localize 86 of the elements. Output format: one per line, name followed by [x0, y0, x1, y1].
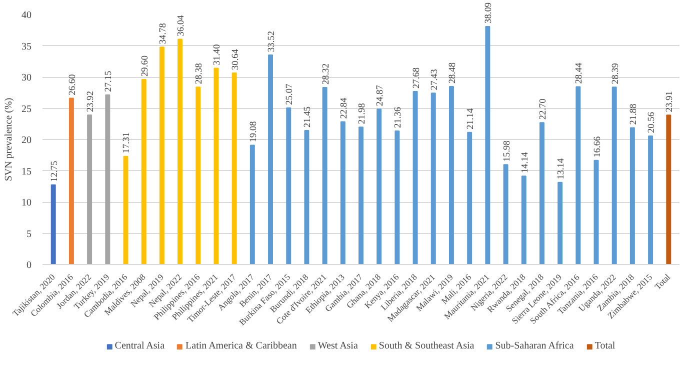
legend-label: Total — [594, 340, 616, 352]
legend-label: West Asia — [318, 340, 358, 352]
y-tick-label: 25 — [22, 104, 32, 115]
data-label: 33.52 — [267, 30, 278, 52]
bar — [68, 98, 74, 264]
bar — [467, 132, 472, 264]
data-label: 12.75 — [50, 160, 60, 182]
data-label: 27.68 — [412, 67, 422, 88]
data-label: 21.98 — [358, 102, 368, 124]
data-label: 16.66 — [592, 136, 603, 158]
data-label: 22.84 — [339, 97, 350, 119]
data-label: 28.48 — [448, 62, 458, 84]
bar — [50, 184, 56, 264]
data-label: 21.88 — [628, 103, 639, 125]
data-label: 21.36 — [394, 106, 404, 128]
legend-label: Latin America & Caribbean — [186, 340, 297, 352]
bar — [159, 46, 164, 264]
bar — [430, 92, 436, 264]
bar — [178, 38, 183, 264]
data-label: 36.04 — [176, 14, 187, 36]
data-label: 27.43 — [430, 68, 440, 90]
bar — [340, 121, 346, 264]
bar — [286, 107, 292, 264]
bar — [105, 94, 110, 264]
legend-label: Sub-Saharan Africa — [495, 340, 574, 352]
y-tick-label: 40 — [22, 10, 32, 21]
bar — [521, 176, 526, 264]
bar — [485, 26, 490, 264]
bar — [250, 144, 255, 264]
y-axis-title: SVN prevalence (%) — [4, 98, 14, 182]
bar — [630, 127, 635, 264]
bar — [141, 79, 146, 264]
y-tick-label: 15 — [22, 166, 32, 178]
data-label: 23.91 — [665, 90, 676, 112]
data-label: 38.09 — [484, 2, 494, 24]
data-label: 28.38 — [194, 62, 205, 84]
data-label: 13.14 — [556, 158, 567, 180]
y-tick-label: 5 — [26, 228, 32, 240]
bar — [594, 160, 599, 264]
data-label: 19.08 — [248, 120, 259, 142]
bar — [612, 86, 617, 264]
y-tick-label: 20 — [22, 135, 32, 146]
data-label: 17.31 — [122, 132, 132, 154]
data-label: 20.56 — [647, 112, 658, 133]
bar — [268, 54, 274, 264]
data-label: 28.39 — [610, 62, 621, 84]
data-label: 26.60 — [68, 74, 78, 96]
legend-label: South & Southeast Asia — [378, 340, 474, 352]
bar — [358, 126, 364, 264]
bar — [214, 68, 219, 264]
data-label: 27.15 — [104, 70, 114, 92]
data-label: 22.70 — [538, 98, 548, 120]
bar — [448, 86, 454, 264]
bar — [232, 72, 237, 264]
data-label: 15.98 — [502, 140, 512, 162]
y-tick-label: 35 — [22, 41, 32, 52]
data-label: 31.40 — [212, 44, 223, 66]
bar — [576, 86, 581, 264]
bar — [196, 86, 201, 264]
bar — [412, 91, 418, 264]
bar — [394, 130, 400, 264]
bar — [539, 122, 544, 264]
y-tick-label: 10 — [22, 198, 32, 208]
data-label: 24.87 — [376, 84, 386, 106]
bar — [558, 182, 563, 264]
bar — [123, 156, 128, 264]
y-tick-label: 0 — [26, 260, 32, 271]
data-label: 14.14 — [520, 152, 530, 174]
bar — [87, 114, 92, 264]
bar — [666, 114, 672, 264]
data-label: 21.14 — [466, 108, 476, 130]
bar — [648, 136, 654, 264]
data-label: 28.44 — [574, 62, 585, 84]
bar — [304, 130, 310, 264]
data-label: 21.45 — [303, 106, 314, 128]
data-label: 28.32 — [321, 63, 332, 84]
data-label: 34.78 — [158, 22, 168, 44]
data-label: 23.92 — [86, 90, 96, 112]
bar — [376, 108, 382, 264]
data-label: 25.07 — [285, 83, 296, 105]
bar — [503, 164, 508, 264]
legend-label: Central Asia — [114, 340, 165, 352]
data-label: 29.60 — [140, 55, 150, 76]
bar — [322, 87, 328, 264]
data-label: 30.64 — [230, 48, 241, 70]
y-tick-label: 30 — [22, 72, 32, 84]
